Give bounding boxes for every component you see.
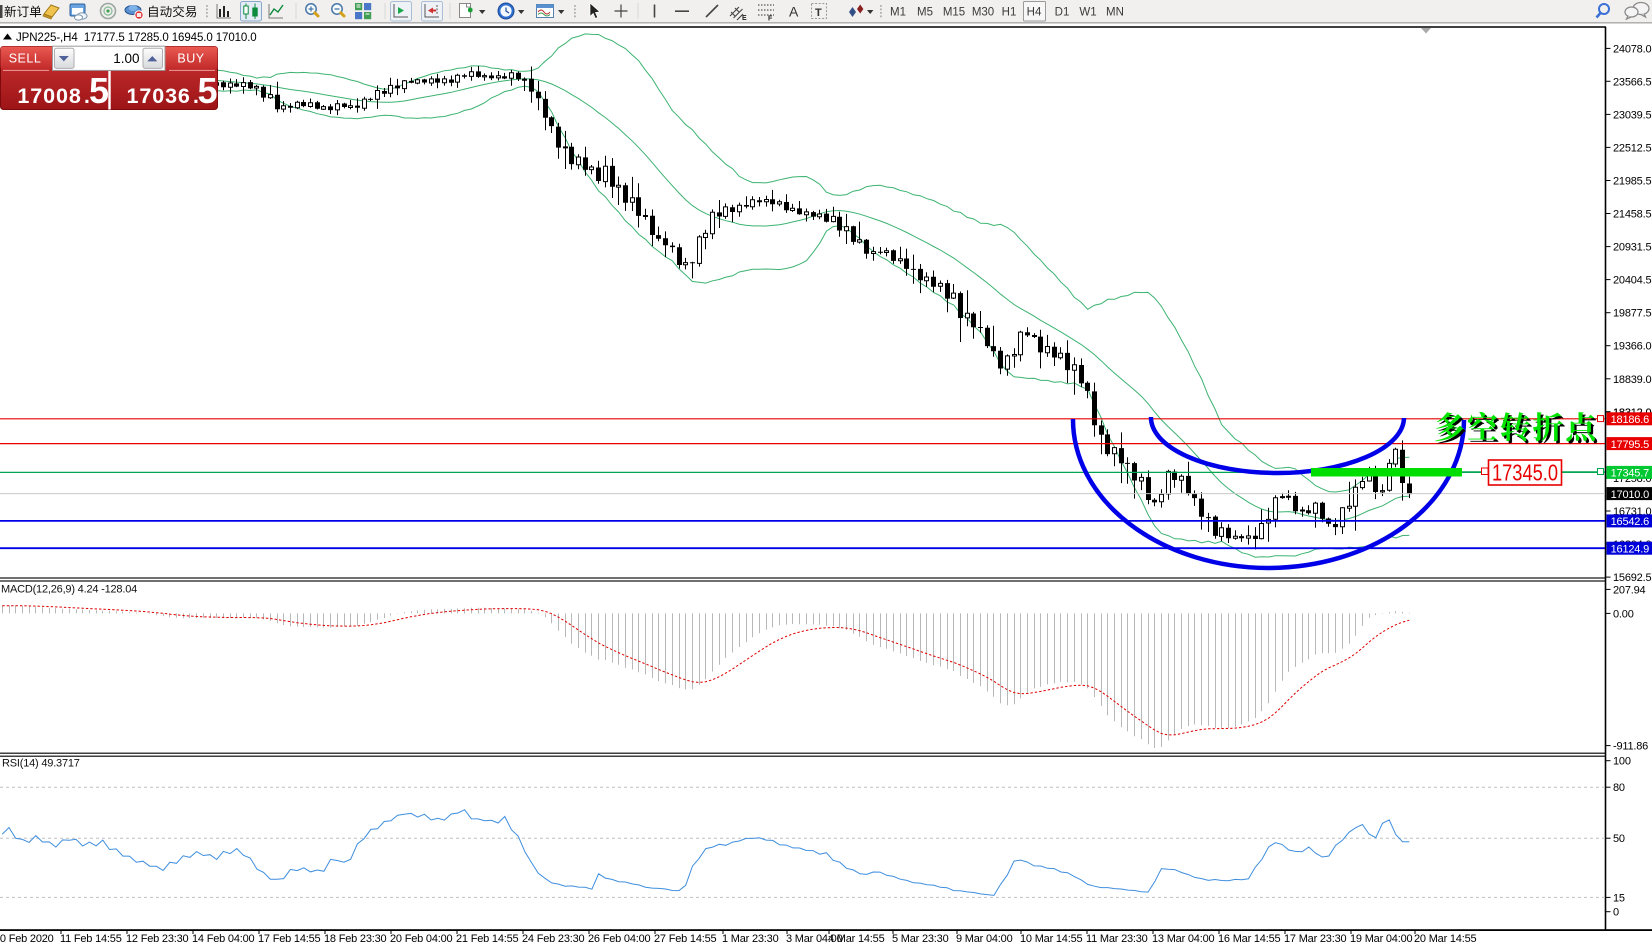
svg-text:SELL: SELL <box>9 52 42 66</box>
svg-text:19877.5: 19877.5 <box>1613 308 1651 320</box>
svg-text:M30: M30 <box>972 7 994 19</box>
svg-text:21458.5: 21458.5 <box>1613 209 1651 221</box>
svg-text:9 Mar 04:00: 9 Mar 04:00 <box>956 933 1013 945</box>
svg-text:24 Feb 23:30: 24 Feb 23:30 <box>522 933 585 945</box>
svg-text:W1: W1 <box>1079 7 1096 19</box>
svg-text:23566.5: 23566.5 <box>1613 76 1651 88</box>
svg-text:F: F <box>768 16 773 23</box>
svg-text:1.00: 1.00 <box>113 51 139 66</box>
svg-text:4 Mar 14:55: 4 Mar 14:55 <box>828 933 885 945</box>
svg-text:-911.86: -911.86 <box>1613 741 1648 753</box>
svg-text:50: 50 <box>1613 833 1625 845</box>
svg-text:A: A <box>789 4 799 20</box>
svg-text:RSI(14) 49.3717: RSI(14) 49.3717 <box>2 758 80 770</box>
svg-text:0.00: 0.00 <box>1613 608 1634 620</box>
svg-text:18 Feb 23:30: 18 Feb 23:30 <box>324 933 387 945</box>
svg-text:T: T <box>815 7 822 19</box>
svg-text:15692.5: 15692.5 <box>1613 572 1651 584</box>
svg-text:10 Mar 14:55: 10 Mar 14:55 <box>1020 933 1083 945</box>
svg-text:11 Mar 23:30: 11 Mar 23:30 <box>1086 933 1148 945</box>
svg-text:M15: M15 <box>943 7 965 19</box>
svg-text:24078.0: 24078.0 <box>1613 43 1651 55</box>
svg-text:20 Feb 04:00: 20 Feb 04:00 <box>390 933 453 945</box>
svg-text:17036: 17036 <box>127 84 191 108</box>
svg-text:16542.6: 16542.6 <box>1611 516 1649 528</box>
svg-text:26 Feb 04:00: 26 Feb 04:00 <box>588 933 651 945</box>
svg-text:BUY: BUY <box>177 52 204 66</box>
svg-text:17795.5: 17795.5 <box>1611 439 1649 451</box>
svg-text:100: 100 <box>1613 756 1631 768</box>
svg-text:E: E <box>742 15 747 22</box>
svg-text:3 Mar 04:00: 3 Mar 04:00 <box>786 933 843 945</box>
svg-text:.: . <box>193 85 199 108</box>
svg-text:17008: 17008 <box>17 84 81 108</box>
svg-text:22512.5: 22512.5 <box>1613 142 1651 154</box>
svg-text:20931.5: 20931.5 <box>1613 242 1651 254</box>
svg-text:17 Feb 14:55: 17 Feb 14:55 <box>258 933 321 945</box>
svg-text:27 Feb 14:55: 27 Feb 14:55 <box>654 933 717 945</box>
svg-text:JPN225-,H4 17177.5 17285.0 16: JPN225-,H4 17177.5 17285.0 16945.0 17010… <box>16 32 257 44</box>
svg-text:M5: M5 <box>917 7 933 19</box>
svg-text:17345.0: 17345.0 <box>1492 460 1558 486</box>
svg-text:16124.9: 16124.9 <box>1611 543 1649 555</box>
svg-text:M1: M1 <box>890 7 906 19</box>
svg-text:1 Mar 23:30: 1 Mar 23:30 <box>722 933 779 945</box>
svg-text:15: 15 <box>1613 892 1625 904</box>
svg-text:MACD(12,26,9) 4.24 -128.04: MACD(12,26,9) 4.24 -128.04 <box>1 584 137 596</box>
svg-text:21985.5: 21985.5 <box>1613 176 1651 188</box>
svg-text:19 Mar 04:00: 19 Mar 04:00 <box>1350 933 1413 945</box>
svg-text:17 Mar 23:30: 17 Mar 23:30 <box>1284 933 1347 945</box>
svg-text:18839.0: 18839.0 <box>1613 374 1651 386</box>
svg-text:19366.0: 19366.0 <box>1613 341 1651 353</box>
svg-text:MN: MN <box>1106 7 1124 19</box>
svg-text:12 Feb 23:30: 12 Feb 23:30 <box>126 933 189 945</box>
svg-text:5: 5 <box>198 70 218 111</box>
svg-text:16 Mar 14:55: 16 Mar 14:55 <box>1218 933 1281 945</box>
svg-text:21 Feb 14:55: 21 Feb 14:55 <box>456 933 519 945</box>
svg-text:H1: H1 <box>1002 7 1017 19</box>
svg-text:17345.7: 17345.7 <box>1611 468 1649 480</box>
svg-text:207.94: 207.94 <box>1613 584 1646 596</box>
svg-text:80: 80 <box>1613 782 1625 794</box>
svg-text:11 Feb 14:55: 11 Feb 14:55 <box>60 933 122 945</box>
svg-text:5: 5 <box>89 70 109 111</box>
svg-text:H4: H4 <box>1027 7 1042 19</box>
svg-text:18186.6: 18186.6 <box>1611 414 1649 426</box>
svg-text:5 Mar 23:30: 5 Mar 23:30 <box>892 933 949 945</box>
svg-text:13 Mar 04:00: 13 Mar 04:00 <box>1152 933 1215 945</box>
svg-text:17010.0: 17010.0 <box>1611 489 1649 501</box>
svg-text:10 Feb 2020: 10 Feb 2020 <box>0 933 54 945</box>
svg-text:20404.5: 20404.5 <box>1613 275 1651 287</box>
svg-text:.: . <box>84 85 90 108</box>
svg-text:23039.5: 23039.5 <box>1613 109 1651 121</box>
svg-text:0: 0 <box>1613 907 1619 919</box>
svg-text:D1: D1 <box>1055 7 1070 19</box>
svg-text:20 Mar 14:55: 20 Mar 14:55 <box>1414 933 1477 945</box>
svg-text:14 Feb 04:00: 14 Feb 04:00 <box>192 933 255 945</box>
